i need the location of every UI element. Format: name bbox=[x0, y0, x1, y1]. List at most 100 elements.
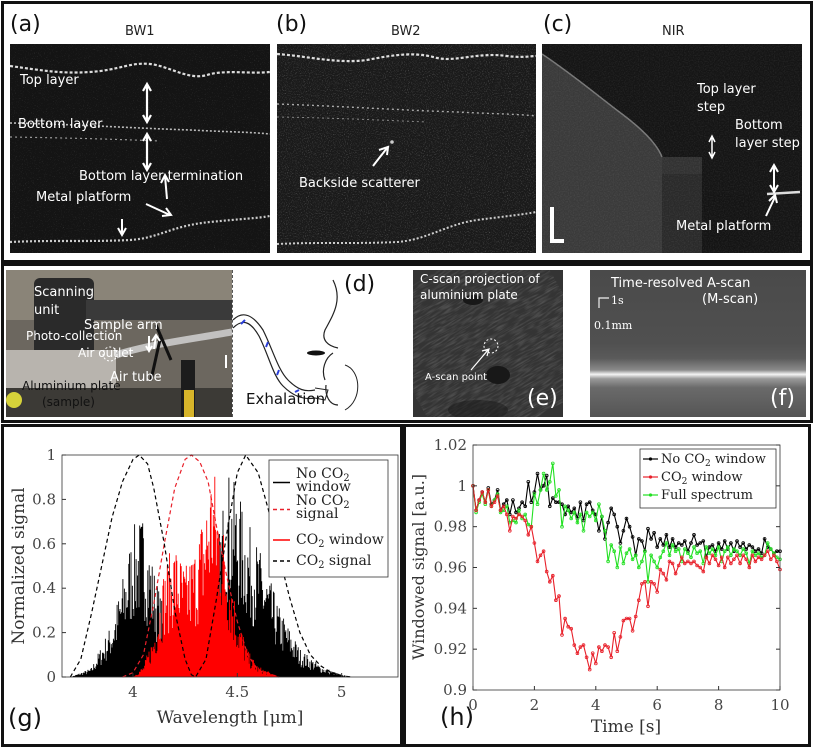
series-1-point bbox=[492, 500, 497, 504]
series-2-point bbox=[548, 479, 552, 484]
scale-time-label: 1s bbox=[611, 294, 624, 307]
series-1-point bbox=[495, 494, 500, 498]
series-2-point bbox=[612, 549, 617, 553]
series-1-point bbox=[538, 553, 543, 558]
series-2-point bbox=[584, 510, 589, 515]
series-0-point bbox=[716, 541, 721, 545]
chart-g-ylabel: Normalized signal bbox=[9, 487, 29, 644]
annotation-bottom-layer-step-line2: layer step bbox=[735, 136, 800, 151]
panel-h-label: (h) bbox=[440, 703, 474, 731]
series-1-point bbox=[477, 498, 481, 502]
series-2-point bbox=[557, 488, 561, 492]
annotation-air-outlet: Air outlet bbox=[78, 346, 134, 360]
series-2-point bbox=[765, 541, 770, 545]
series-0-point bbox=[548, 504, 552, 509]
annotation-time-resolved-a-scan: Time-resolved A-scan bbox=[611, 276, 751, 291]
series-2-point bbox=[750, 549, 755, 553]
x-tick-label: 4 bbox=[128, 683, 138, 701]
series-1-point bbox=[637, 598, 641, 603]
series-2-point bbox=[670, 543, 675, 547]
series-0-point bbox=[597, 529, 601, 533]
series-2-point bbox=[725, 545, 730, 549]
series-0-point bbox=[652, 531, 656, 535]
series-1-point bbox=[679, 555, 684, 560]
panel-d-label: (d) bbox=[344, 272, 376, 297]
panel-a-title: BW1 bbox=[125, 24, 155, 39]
panel-c-label: (c) bbox=[543, 12, 573, 37]
series-0-point bbox=[526, 479, 531, 484]
series-2-point bbox=[566, 508, 571, 513]
series-0-point bbox=[624, 516, 629, 521]
annotation-c-scan-line1: C-scan projection of bbox=[420, 272, 540, 286]
annotation-c-scan-line2: aluminium plate bbox=[420, 288, 518, 302]
y-tick-label: 0.9 bbox=[443, 681, 467, 699]
series-0-point bbox=[535, 471, 540, 476]
series-0-point bbox=[630, 535, 635, 539]
series-1-point bbox=[719, 555, 724, 560]
series-2-point bbox=[686, 551, 690, 555]
series-1-point bbox=[514, 516, 518, 521]
series-1-point bbox=[649, 580, 653, 584]
series-0-point bbox=[486, 486, 491, 490]
series-1-point bbox=[630, 629, 635, 633]
y-tick-label: 0.6 bbox=[32, 535, 56, 553]
series-0-point bbox=[661, 543, 666, 547]
series-2-point bbox=[744, 551, 749, 555]
series-0-point bbox=[520, 500, 524, 504]
series-0-point bbox=[627, 524, 632, 529]
series-2-point bbox=[554, 494, 558, 498]
series-2-point bbox=[514, 520, 518, 525]
series-2-point bbox=[695, 551, 699, 555]
annotation-m-scan: (M-scan) bbox=[702, 292, 759, 307]
series-2-point bbox=[667, 553, 672, 558]
oct-image-nir bbox=[542, 44, 802, 253]
panel-a-label: (a) bbox=[10, 12, 41, 37]
series-2-point bbox=[532, 492, 537, 496]
series-1-point bbox=[667, 559, 672, 564]
chart-h-ylabel: Windowed signal [a.u.] bbox=[409, 474, 428, 660]
series-1-point bbox=[713, 557, 718, 562]
series-1-point bbox=[489, 504, 494, 509]
series-1-point bbox=[664, 578, 669, 582]
annotation-sample: (sample) bbox=[42, 395, 95, 409]
oct-bw1-graphic bbox=[10, 44, 270, 253]
series-2-point bbox=[474, 510, 478, 515]
annotation-bottom-layer-termination: Bottom layer termination bbox=[79, 169, 244, 184]
series-2-point bbox=[704, 545, 709, 549]
series-2-point bbox=[615, 565, 620, 570]
series-0-point bbox=[741, 541, 746, 545]
series-1-point bbox=[738, 561, 742, 566]
series-0-point bbox=[670, 537, 675, 541]
series-0-point bbox=[655, 545, 660, 549]
series-0-point bbox=[682, 539, 687, 543]
series-2-point bbox=[597, 502, 601, 506]
series-0-point bbox=[722, 539, 727, 543]
series-1-point bbox=[520, 514, 524, 519]
series-0-point bbox=[698, 541, 703, 545]
series-1-point bbox=[729, 561, 733, 566]
series-1-point bbox=[551, 573, 555, 578]
annotation-top-layer-step-line1: Top layer bbox=[697, 82, 756, 97]
series-0-point bbox=[609, 506, 614, 511]
middle-row-frame bbox=[1, 263, 813, 423]
series-1-point bbox=[554, 598, 558, 603]
series-1-point bbox=[655, 590, 660, 594]
exhalation-drawing bbox=[232, 270, 389, 417]
series-1-point bbox=[581, 643, 586, 647]
series-2-point bbox=[722, 549, 727, 553]
legend-label: No CO2 bbox=[296, 466, 350, 484]
series-1-point bbox=[600, 649, 604, 654]
series-2-point bbox=[630, 557, 635, 562]
series-2-point bbox=[560, 524, 564, 529]
c-scan-graphic bbox=[413, 270, 563, 417]
series-0-point bbox=[621, 529, 626, 533]
series-1-point bbox=[756, 555, 761, 560]
series-1-point bbox=[750, 553, 755, 558]
series-2-point bbox=[689, 555, 693, 560]
series-1-point bbox=[578, 645, 583, 649]
series-2-point bbox=[572, 510, 577, 515]
series-1-point bbox=[584, 655, 589, 660]
legend-box bbox=[268, 459, 389, 578]
series-0-point bbox=[664, 533, 669, 537]
series-0-point bbox=[551, 496, 555, 500]
